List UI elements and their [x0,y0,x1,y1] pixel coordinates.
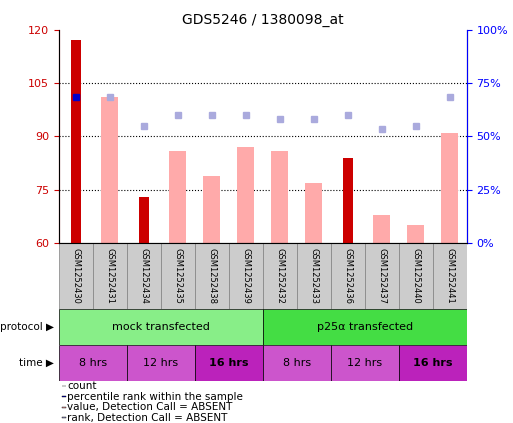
Text: p25α transfected: p25α transfected [317,322,413,332]
Bar [271,151,288,243]
Bar [263,345,331,381]
Bar [59,345,127,381]
Bar [59,243,93,309]
Text: GSM1252431: GSM1252431 [106,248,114,304]
Text: GSM1252439: GSM1252439 [242,248,250,304]
Bar [331,243,365,309]
Bar [71,40,81,243]
Text: rank, Detection Call = ABSENT: rank, Detection Call = ABSENT [67,413,227,423]
Bar [373,215,390,243]
Bar [365,243,399,309]
Bar [305,183,322,243]
Bar [238,147,254,243]
Text: 12 hrs: 12 hrs [144,358,179,368]
Bar [204,176,221,243]
Text: GSM1252434: GSM1252434 [140,248,148,304]
Text: 12 hrs: 12 hrs [347,358,382,368]
Bar [195,243,229,309]
Text: GSM1252437: GSM1252437 [378,248,386,305]
Bar [102,97,119,243]
Text: protocol ▶: protocol ▶ [0,322,54,332]
Bar [229,243,263,309]
Bar [127,345,195,381]
Bar [407,225,424,243]
Bar [263,309,467,345]
Bar [441,133,458,243]
Text: time ▶: time ▶ [19,358,54,368]
Bar [59,309,263,345]
Text: count: count [67,381,96,391]
Text: GSM1252438: GSM1252438 [207,248,216,305]
Bar [127,243,161,309]
Text: GSM1252435: GSM1252435 [173,248,183,304]
Text: value, Detection Call = ABSENT: value, Detection Call = ABSENT [67,402,232,412]
Bar [399,243,433,309]
Bar [331,345,399,381]
Bar [169,151,186,243]
Text: GSM1252433: GSM1252433 [309,248,319,305]
Text: GSM1252432: GSM1252432 [275,248,284,304]
Text: GSM1252436: GSM1252436 [343,248,352,305]
Bar [62,396,66,397]
Text: mock transfected: mock transfected [112,322,210,332]
Text: 8 hrs: 8 hrs [283,358,311,368]
Text: 16 hrs: 16 hrs [413,358,452,368]
Text: GSM1252430: GSM1252430 [71,248,81,304]
Title: GDS5246 / 1380098_at: GDS5246 / 1380098_at [182,13,344,27]
Text: 16 hrs: 16 hrs [209,358,249,368]
Bar [93,243,127,309]
Bar [297,243,331,309]
Bar [399,345,467,381]
Bar [433,243,467,309]
Text: percentile rank within the sample: percentile rank within the sample [67,392,243,401]
Bar [140,197,149,243]
Text: 8 hrs: 8 hrs [79,358,107,368]
Bar [263,243,297,309]
Bar [343,158,352,243]
Text: GSM1252440: GSM1252440 [411,248,420,304]
Bar [161,243,195,309]
Bar [195,345,263,381]
Text: GSM1252441: GSM1252441 [445,248,455,304]
